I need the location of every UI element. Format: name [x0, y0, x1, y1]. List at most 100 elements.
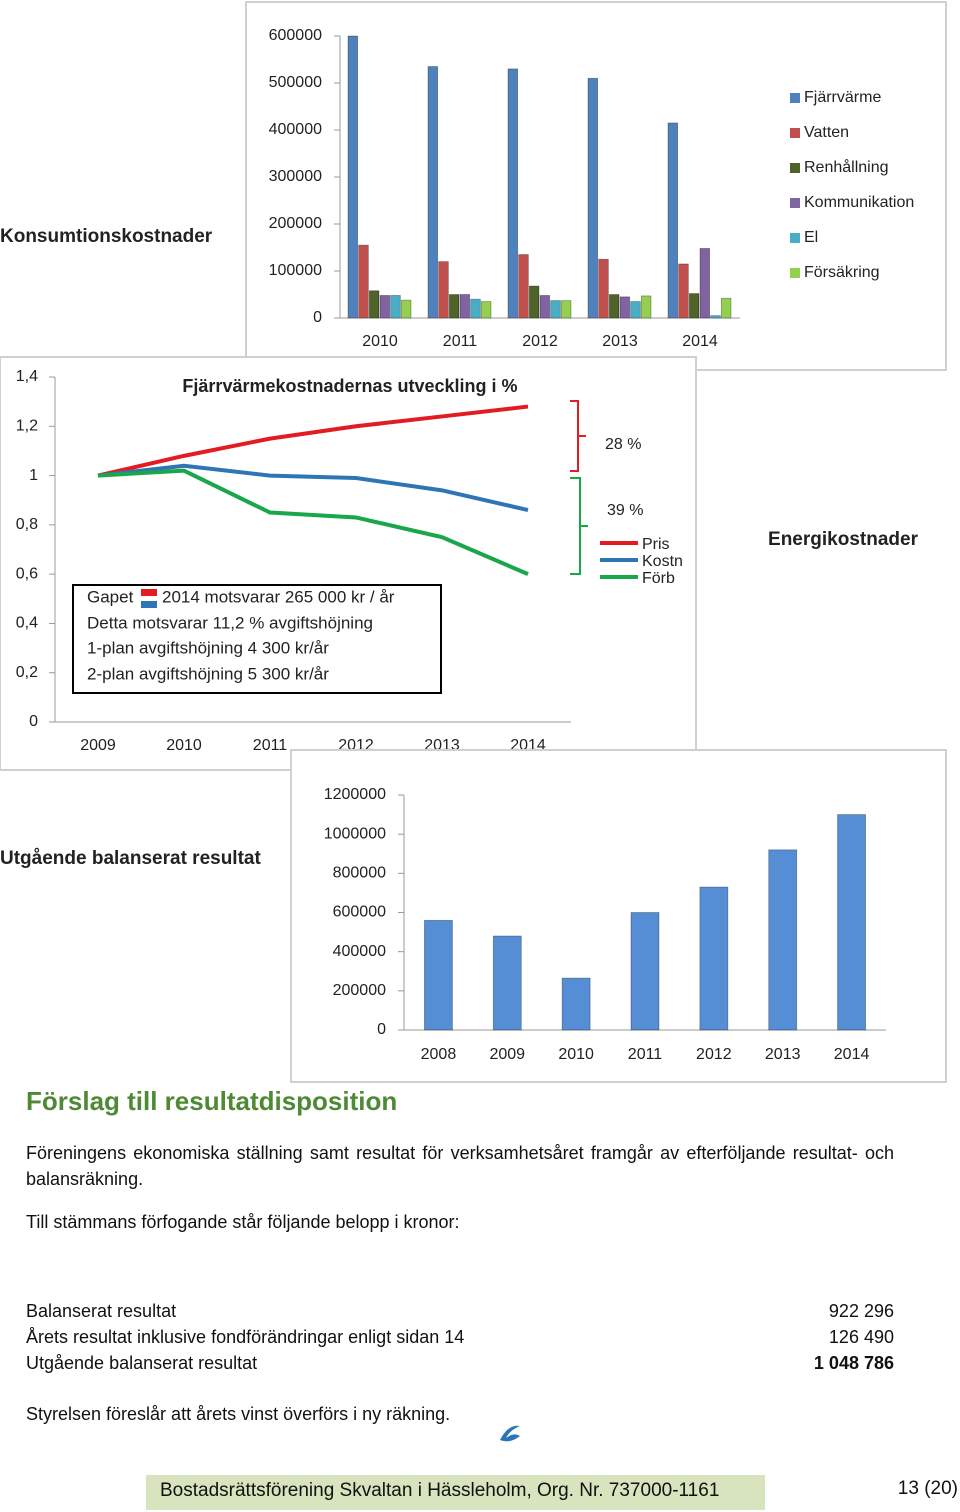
footer-bar: [146, 1475, 765, 1510]
bar: [347, 35, 359, 319]
x-tick-label: 2010: [362, 333, 398, 350]
x-tick-label: 2008: [421, 1046, 457, 1063]
legend-swatch: [790, 268, 800, 278]
x-tick-label: 2014: [682, 333, 718, 350]
bar: [720, 297, 732, 319]
note: Gapet: [87, 587, 134, 606]
legend-swatch: [790, 128, 800, 138]
legend-label: Renhållning: [804, 158, 889, 176]
note-box: [72, 584, 442, 694]
row-amount: 1 048 786: [813, 1353, 894, 1373]
y-tick-label: 1: [29, 467, 38, 484]
bar: [470, 298, 481, 319]
bar: [518, 254, 529, 319]
bar: [400, 299, 412, 319]
note: Detta motsvarar 11,2 % avgiftshöjning: [87, 613, 373, 632]
x-tick-label: 2013: [602, 333, 638, 350]
heading: Förslag till resultatdisposition: [26, 1086, 398, 1116]
charts: Konsumtionskostnader 0 100000 200000 300000 4…: [0, 1, 947, 1083]
line: [97, 468, 529, 576]
y-tick-label: 0,8: [16, 516, 38, 533]
y-tick-label: 800000: [333, 865, 386, 882]
legend-swatch: [790, 93, 800, 103]
bar: [640, 295, 652, 319]
bar: [560, 300, 572, 319]
y-tick-label: 0: [377, 1021, 386, 1038]
footer: Bostadsrättsförening Skvaltan i Hässleho…: [160, 1480, 720, 1501]
bar: [688, 293, 700, 319]
legend-label: Kommunikation: [804, 194, 914, 211]
subtitle: Energikostnader: [768, 529, 919, 550]
y-tick-label: 100000: [269, 262, 322, 279]
note: 1-plan avgiftshöjning 4 300 kr/år: [87, 638, 329, 657]
y-tick-label: 1,4: [16, 368, 38, 385]
note: 2014 motsvarar 265 000 kr / år: [162, 587, 395, 606]
line: [97, 404, 529, 478]
y-tick-label: 1,2: [16, 418, 38, 435]
bar: [528, 285, 540, 319]
bar: [561, 977, 591, 1031]
x-tick-label: 2014: [834, 1046, 870, 1063]
y-tick-label: 0: [313, 309, 322, 326]
y-tick-label: 0,2: [16, 664, 38, 681]
bar: [492, 935, 522, 1031]
logo: [500, 1425, 520, 1442]
x-tick-label: 2009: [80, 737, 116, 754]
bar: [710, 315, 721, 319]
bar: [358, 244, 369, 319]
x-tick-label: 2011: [253, 737, 288, 754]
x-tick-label: 2011: [443, 333, 478, 350]
bar: [550, 300, 561, 319]
paragraph: Till stämmans förfogande står följande b…: [26, 1212, 460, 1232]
legend-swatch: [790, 233, 800, 243]
x-tick-label: 2011: [628, 1046, 663, 1063]
bar: [539, 295, 551, 319]
x-tick-label: 2010: [558, 1046, 594, 1063]
bar: [837, 814, 866, 1031]
y-tick-label: 0,4: [16, 615, 38, 632]
y-tick-label: 0: [29, 713, 38, 730]
bar: [438, 261, 449, 319]
y-tick-label: 400000: [333, 943, 386, 960]
y-tick-label: 600000: [269, 27, 322, 44]
y-tick-label: 500000: [269, 74, 322, 91]
legend-label: El: [804, 229, 818, 246]
x-tick-label: 2012: [522, 333, 558, 350]
legend-label: Förb: [642, 570, 675, 587]
chart-frame: [290, 749, 947, 1083]
x-tick-label: 2012: [696, 1046, 732, 1063]
brace: [570, 400, 586, 472]
bar: [379, 295, 391, 319]
line: [97, 463, 529, 513]
chart-title: Utgående balanserat resultat: [0, 848, 261, 869]
legend-swatch: [790, 198, 800, 208]
row-label: Årets resultat inklusive fondförändringa…: [26, 1327, 465, 1347]
bar: [608, 294, 620, 319]
bar: [699, 248, 711, 319]
bar: [587, 77, 599, 319]
legend-swatch: [790, 163, 800, 173]
x-tick-label: 2009: [489, 1046, 525, 1063]
bar: [619, 296, 631, 319]
bar: [630, 912, 660, 1031]
bar: [390, 295, 401, 319]
chart-title: Konsumtionskostnader: [0, 226, 213, 247]
bar: [448, 294, 460, 319]
legend-label: Kostn: [642, 553, 683, 570]
y-tick-label: 200000: [269, 215, 322, 232]
note-icon: [141, 601, 157, 608]
y-tick-label: 1000000: [324, 825, 386, 842]
bar: [424, 919, 453, 1031]
y-tick-label: 0,6: [16, 565, 38, 582]
legend-label: Försäkring: [804, 264, 880, 281]
y-tick-label: 1200000: [324, 786, 386, 803]
y-tick-label: 300000: [269, 168, 322, 185]
y-tick-label: 400000: [269, 121, 322, 138]
closing: Styrelsen föreslår att årets vinst överf…: [26, 1404, 451, 1424]
chart-title: Fjärrvärmekostnadernas utveckling i %: [182, 376, 517, 396]
bar: [667, 122, 679, 319]
row-label: Balanserat resultat: [26, 1301, 177, 1321]
row-label: Utgående balanserat resultat: [26, 1353, 258, 1373]
bar: [678, 263, 689, 319]
